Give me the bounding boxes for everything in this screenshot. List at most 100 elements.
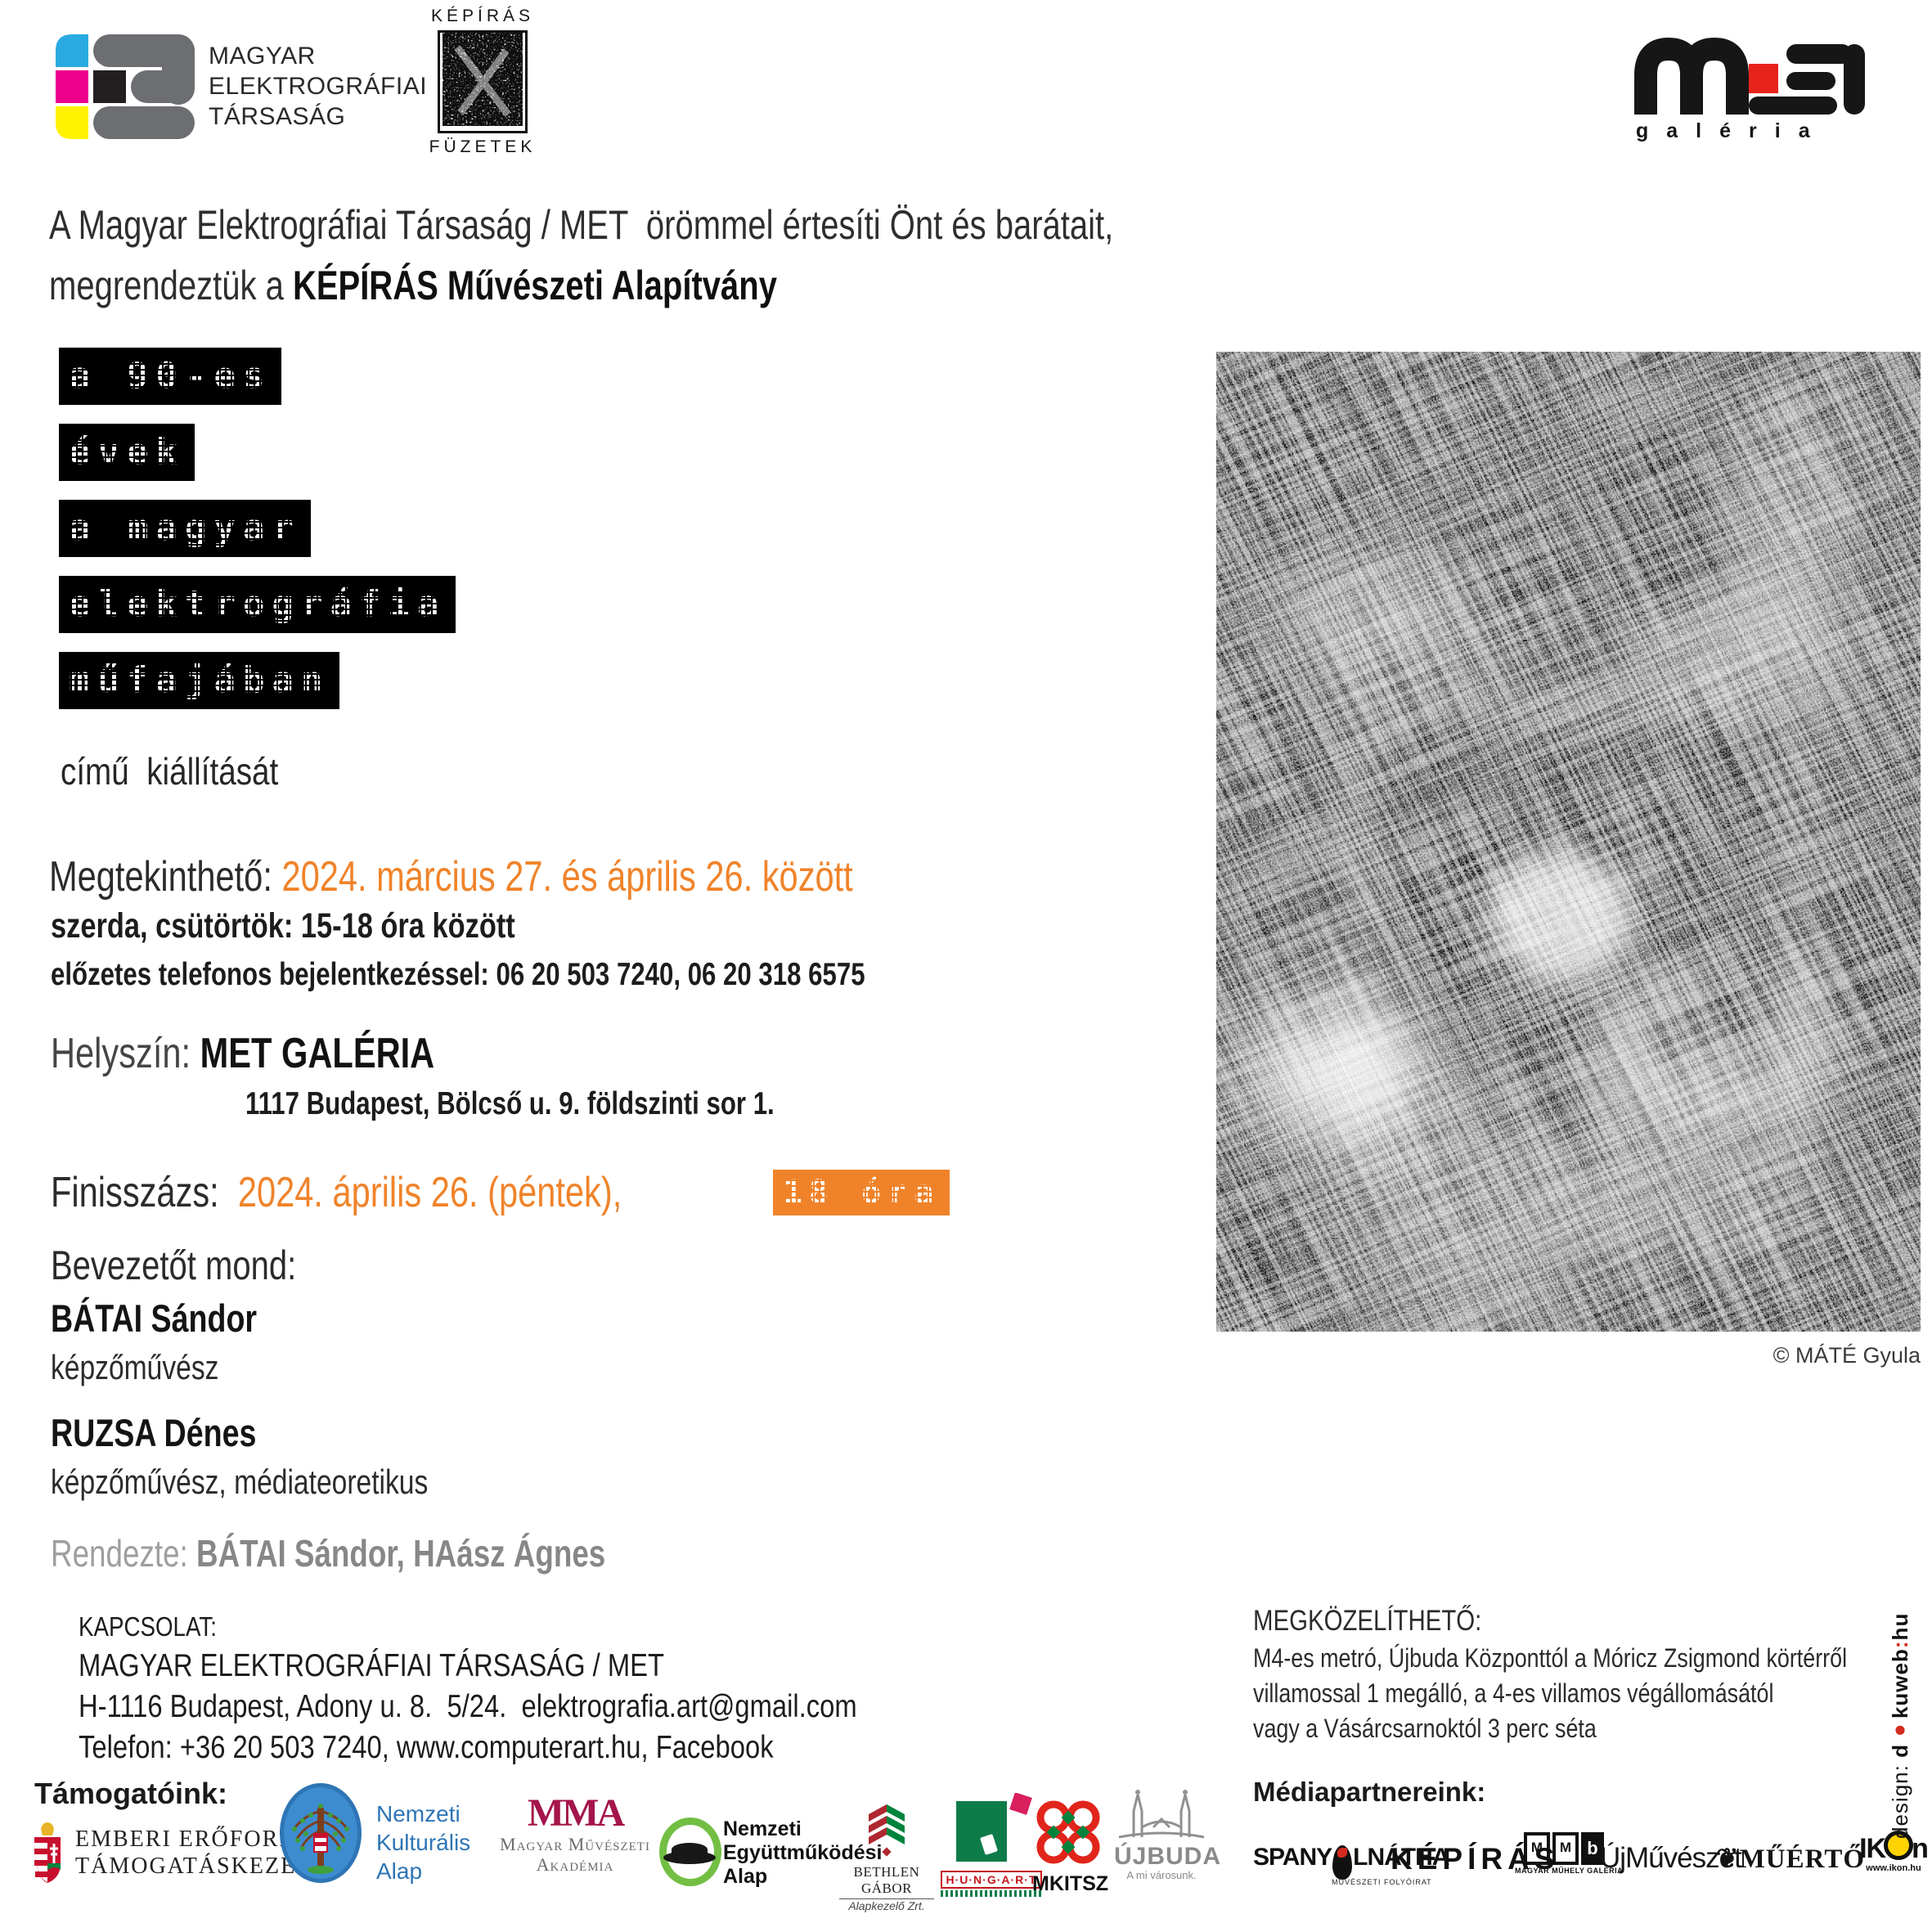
phone-note: előzetes telefonos bejelentkezéssel: 06 … [51, 957, 865, 992]
bethlen-sublabel: Alapkezelő Zrt. [848, 1899, 925, 1912]
bethlen-chevron-icon [869, 1804, 905, 1857]
galeria-label: galéria [1636, 119, 1828, 142]
directions-line: villamossal 1 megálló, a 4-es villamos v… [1253, 1678, 1774, 1708]
fuzetek-label: FÜZETEK [429, 137, 537, 156]
venue-row: Helyszín: MET GALÉRIA [51, 1029, 531, 1078]
title-suffix: című kiállítását [61, 750, 279, 793]
directions-block: MEGKÖZELÍTHETŐ: M4-es metró, Újbuda Közp… [1253, 1602, 1932, 1746]
nea-label: Alap [723, 1865, 768, 1888]
intro-by-label: Bevezetőt mond: [51, 1242, 297, 1288]
ujbuda-sublabel: A mi városunk. [1126, 1869, 1197, 1881]
speaker2-name: RUZSA Dénes [51, 1411, 257, 1454]
title-matrix-line5: műfajában [59, 652, 340, 709]
hungarian-coat-of-arms-icon [34, 1822, 61, 1883]
sponsor-hungart: H·U·N·G·A·R·T [941, 1792, 1042, 1897]
spanyolnatha-label: LNÁTHA [1353, 1844, 1449, 1871]
title-matrix-line1: a 90-es [59, 348, 282, 405]
design-credit: design: d●kuweb:hu [1888, 1612, 1912, 1839]
mma-glyph: MMA [527, 1791, 625, 1835]
ikon-url: www.ikon.hu [1866, 1863, 1921, 1873]
media-ikon: IK n www.ikon.hu [1858, 1831, 1929, 1873]
mmg-glyph: b [1581, 1832, 1604, 1865]
nka-tree-icon [280, 1783, 362, 1883]
mkitsz-knot-icon [1036, 1800, 1100, 1864]
muerto-label: MŰÉRTŐ [1739, 1844, 1865, 1874]
nka-label: Nemzeti [376, 1801, 461, 1826]
nka-label: Alap [376, 1858, 423, 1884]
sponsor-bethlen: BETHLEN GÁBOR Alapkezelő Zrt. [839, 1803, 934, 1912]
artwork-image [633, 0, 1932, 1755]
met-org-line: MAGYAR [209, 43, 316, 70]
finissage-time: 18 óra [772, 1170, 950, 1215]
sponsor-ujbuda: ÚJBUDA A mi városunk. [1114, 1790, 1222, 1881]
sponsor-nea: Nemzeti Együttműködési Alap [723, 1817, 882, 1889]
finissage-date: 2024. április 26. (péntek), [237, 1169, 622, 1216]
yellow-o-icon [1884, 1831, 1914, 1860]
contact-phone: Telefon: +36 20 503 7240, www.computerar… [79, 1730, 774, 1765]
finissage-label: Finisszázs: [51, 1169, 238, 1216]
finissage-row: Finisszázs: 2024. április 26. (péntek), 1… [51, 1168, 950, 1217]
red-splash-icon [1337, 1848, 1348, 1858]
ujbuda-label: ÚJBUDA [1114, 1843, 1222, 1870]
directions-line: vagy a Vásárcsarnoktól 3 perc séta [1253, 1714, 1597, 1743]
mmg-glyph: M [1552, 1832, 1579, 1865]
kepiras-fuzetek-logo: KÉPÍRÁS FÜZETEK [425, 7, 540, 157]
sponsors-heading: Támogatóink: [34, 1777, 228, 1810]
hungart-label: H·U·N·G·A·R·T [941, 1871, 1042, 1889]
title-matrix-line2: évek [59, 424, 195, 481]
met-logo-mark [56, 34, 195, 139]
ikon-label: n [1912, 1833, 1929, 1864]
nea-label: Együttműködési [723, 1841, 883, 1864]
media-kepiras: KÉPÍRÁS [1391, 1842, 1560, 1876]
hungart-icon [956, 1792, 1032, 1862]
media-spanyolnatha: SPANY LNÁTHA MŰVÉSZETI FOLYÓIRAT [1253, 1840, 1449, 1886]
met-org-line: TÁRSASÁG [209, 103, 346, 130]
curated-row: Rendezte: BÁTAI Sándor, HAász Ágnes [51, 1531, 744, 1575]
mmg-glyph: M [1524, 1832, 1550, 1865]
contact-address: H-1116 Budapest, Adony u. 8. 5/24. elekt… [79, 1689, 857, 1724]
hungart-smallprint [941, 1890, 1042, 1897]
nea-label: Nemzeti [723, 1817, 802, 1840]
sponsor-mkitsz: MKITSZ [1032, 1798, 1109, 1896]
media-magyar-muhely: M M b MAGYAR MŰHELY GALÉRIA [1515, 1832, 1624, 1875]
spanyolnatha-label: SPANY [1253, 1844, 1332, 1871]
mkitsz-label: MKITSZ [1032, 1872, 1109, 1895]
view-dates: 2024. március 27. és április 26. között [281, 853, 853, 901]
viewing-dates-row: Megtekinthető: 2024. március 27. és ápri… [49, 852, 1054, 901]
foundation-name: KÉPÍRÁS Művészeti Alapítvány [292, 263, 777, 308]
title-matrix-line4: elektrográfia [59, 576, 456, 633]
spanyolnatha-sublabel: MŰVÉSZETI FOLYÓIRAT [1332, 1878, 1432, 1886]
mma-label: Akadémia [536, 1854, 614, 1875]
curated-label: Rendezte: [51, 1532, 196, 1575]
met-org-name: MAGYAR ELEKTROGRÁFIAI TÁRSASÁG [209, 41, 427, 132]
mmg-sublabel: MAGYAR MŰHELY GALÉRIA [1515, 1867, 1624, 1875]
kepiras-label: KÉPÍRÁS [430, 7, 535, 25]
nka-label: Kulturális [376, 1830, 471, 1855]
media-ujmuveszet: ÚjMűvészet [1600, 1842, 1742, 1874]
contact-org: MAGYAR ELEKTROGRÁFIAI TÁRSASÁG / MET [79, 1648, 665, 1683]
directions-heading: MEGKÖZELÍTHETŐ: [1253, 1605, 1482, 1637]
mma-label: Magyar Művészeti [500, 1834, 650, 1854]
intro-line1: A Magyar Elektrográfiai Társaság / MET ö… [49, 202, 1114, 248]
opening-hours: szerda, csütörtök: 15-18 óra között [51, 906, 515, 946]
ikon-label: IK [1859, 1833, 1886, 1864]
kepiras-artwork-icon [438, 30, 528, 133]
leaf-ornament-icon: ❦ [1716, 1844, 1740, 1874]
speaker1-role: képzőművész [51, 1348, 219, 1386]
media-heading: Médiapartnereink: [1253, 1777, 1486, 1807]
ujbuda-towers-icon [1118, 1790, 1205, 1839]
contact-block: KAPCSOLAT: MAGYAR ELEKTROGRÁFIAI TÁRSASÁ… [79, 1608, 1005, 1768]
title-matrix-line3: a magyar [59, 500, 311, 557]
contact-heading: KAPCSOLAT: [79, 1611, 217, 1642]
met-galeria-logo-mark [1634, 37, 1865, 115]
directions-line: M4-es metró, Újbuda Központtól a Móricz … [1253, 1643, 1848, 1673]
artwork-credit: © MÁTÉ Gyula [1772, 1343, 1921, 1368]
venue-address: 1117 Budapest, Bölcső u. 9. földszinti s… [245, 1086, 775, 1121]
venue-name: MET GALÉRIA [200, 1030, 435, 1077]
sponsor-mma: MMA Magyar Művészeti Akadémia [489, 1791, 661, 1876]
speaker2-role: képzőművész, médiateoretikus [51, 1462, 429, 1501]
venue-label: Helyszín: [51, 1030, 200, 1077]
ink-drop-icon [1332, 1845, 1353, 1880]
media-muerto: ❦MŰÉRTŐ [1716, 1842, 1865, 1875]
